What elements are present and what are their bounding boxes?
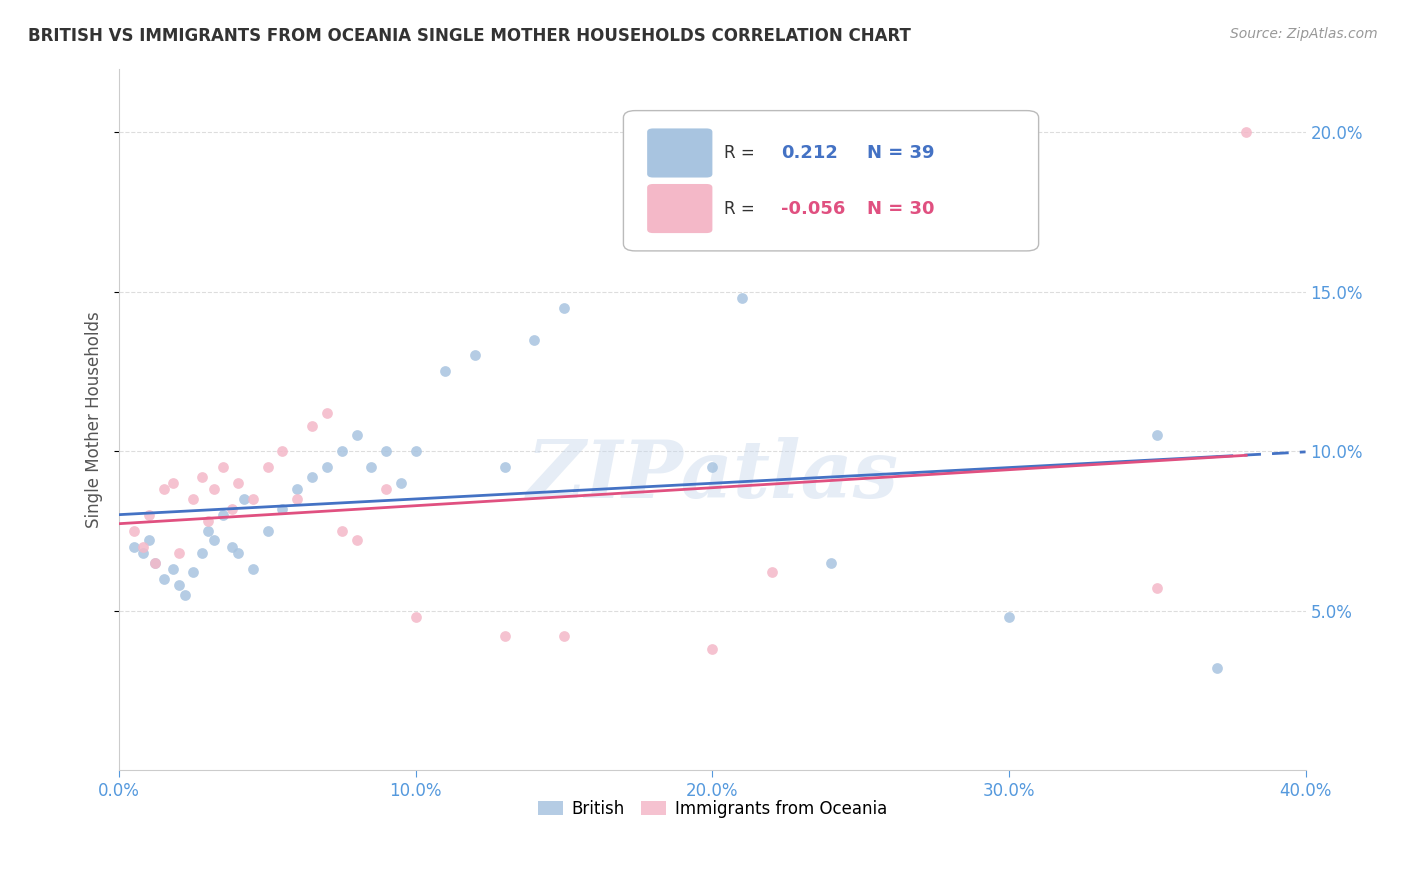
Point [405,444,427,458]
Point [167,578,190,592]
Point [494,629,516,643]
Point [167,546,190,560]
Point [389,476,412,491]
Point [375,444,398,458]
Point [132,540,155,554]
Point [1234,125,1257,139]
Point [731,291,754,305]
Point [221,540,243,554]
Point [553,629,575,643]
Point [162,562,184,576]
Point [122,540,145,554]
Point [301,469,323,483]
Point [1205,661,1227,675]
Y-axis label: Single Mother Households: Single Mother Households [86,311,103,528]
Point [197,524,219,538]
Point [212,508,235,522]
Point [256,460,278,475]
FancyBboxPatch shape [623,111,1039,251]
Point [375,483,398,497]
Point [183,566,205,580]
Point [226,476,249,491]
Point [523,333,546,347]
Point [330,444,353,458]
Point [998,610,1021,624]
Point [183,491,205,506]
Point [315,406,337,420]
Text: N = 39: N = 39 [866,144,934,162]
Point [173,588,195,602]
Point [256,524,278,538]
Point [1146,428,1168,442]
Legend: British, Immigrants from Oceania: British, Immigrants from Oceania [531,794,893,825]
Point [285,491,308,506]
Point [122,524,145,538]
Point [242,562,264,576]
Point [434,364,457,378]
Point [197,514,219,528]
Point [464,349,486,363]
Point [143,556,166,570]
Point [761,566,783,580]
Point [202,483,225,497]
Point [138,508,160,522]
Point [226,546,249,560]
Point [152,483,174,497]
Text: N = 30: N = 30 [866,200,934,218]
Point [162,476,184,491]
Point [330,524,353,538]
Point [315,460,337,475]
FancyBboxPatch shape [647,128,713,178]
FancyBboxPatch shape [647,184,713,233]
Point [285,483,308,497]
Point [405,610,427,624]
Text: R =: R = [724,200,761,218]
Point [494,460,516,475]
Point [271,501,294,516]
Point [212,460,235,475]
Point [152,572,174,586]
Point [221,501,243,516]
Point [346,428,368,442]
Point [553,301,575,315]
Point [132,546,155,560]
Point [191,546,214,560]
Point [143,556,166,570]
Text: 0.212: 0.212 [782,144,838,162]
Point [702,641,724,656]
Text: ZIPatlas: ZIPatlas [526,436,898,514]
Text: -0.056: -0.056 [782,200,845,218]
Point [1146,581,1168,595]
Point [138,533,160,548]
Point [346,533,368,548]
Text: BRITISH VS IMMIGRANTS FROM OCEANIA SINGLE MOTHER HOUSEHOLDS CORRELATION CHART: BRITISH VS IMMIGRANTS FROM OCEANIA SINGL… [28,27,911,45]
Point [702,460,724,475]
Text: Source: ZipAtlas.com: Source: ZipAtlas.com [1230,27,1378,41]
Text: R =: R = [724,144,761,162]
Point [271,444,294,458]
Point [232,491,254,506]
Point [191,469,214,483]
Point [242,491,264,506]
Point [202,533,225,548]
Point [820,556,842,570]
Point [360,460,382,475]
Point [301,418,323,433]
